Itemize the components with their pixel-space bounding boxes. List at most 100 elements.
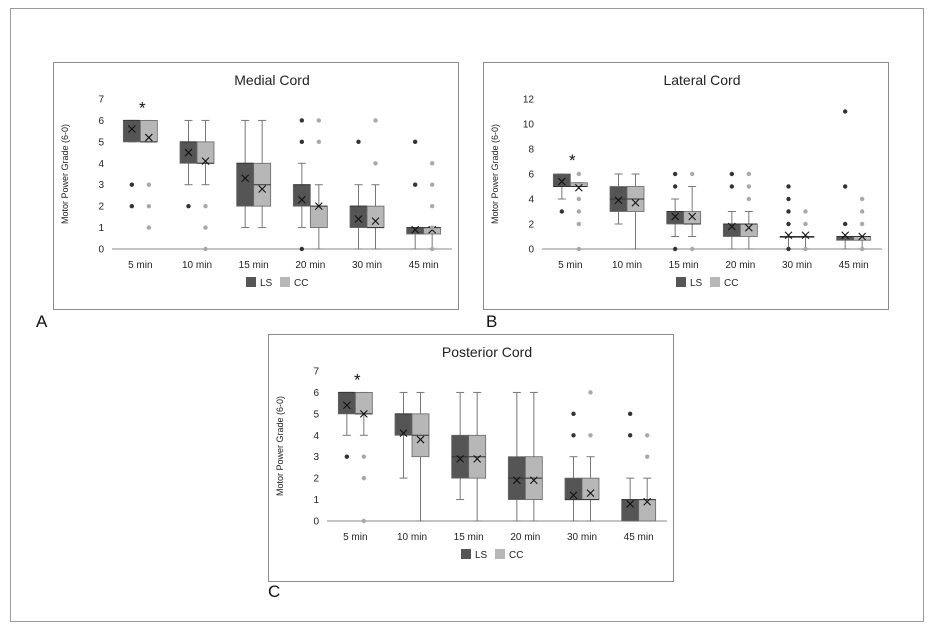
outlier-point	[672, 246, 678, 252]
mean-marker	[574, 183, 583, 192]
box-cc-30-min	[796, 209, 815, 252]
y-tick-label: 5	[313, 409, 319, 420]
outlier-point	[429, 161, 435, 166]
outlier-point	[644, 433, 650, 438]
outlier-point	[786, 184, 791, 189]
y-tick-label: 0	[98, 245, 104, 256]
x-tick-label: 45 min	[839, 260, 869, 271]
y-tick-label: 4	[313, 431, 319, 442]
box-ls-30-min	[349, 139, 368, 250]
x-tick-label: 20 min	[510, 532, 540, 543]
significance-marker: *	[569, 151, 576, 170]
mean-marker	[314, 202, 323, 211]
box-iqr	[836, 236, 855, 241]
mean-marker	[688, 212, 697, 221]
box-iqr	[139, 120, 158, 143]
box-cc-30-min	[581, 390, 600, 522]
mean-marker	[744, 223, 753, 232]
mean-marker	[671, 212, 680, 221]
outlier-point	[627, 411, 633, 417]
outlier-point	[412, 139, 418, 145]
box-ls-30-min	[564, 411, 583, 522]
outlier-point	[146, 182, 152, 187]
box-iqr	[552, 173, 571, 187]
box-iqr	[292, 184, 311, 207]
mean-marker	[529, 476, 538, 485]
box-ls-45-min	[406, 139, 425, 250]
outlier-point	[842, 184, 848, 189]
y-tick-label: 2	[528, 220, 534, 231]
outlier-point	[803, 209, 808, 214]
mean-marker	[557, 177, 566, 186]
outlier-point	[361, 475, 367, 481]
mean-marker	[201, 157, 210, 166]
outlier-point	[576, 171, 582, 177]
legend-label-ls: LS	[475, 550, 488, 561]
x-tick-label: 45 min	[409, 260, 439, 271]
outlier-point	[729, 171, 735, 177]
outlier-point	[203, 203, 208, 209]
mean-marker	[359, 409, 368, 418]
outlier-point	[146, 225, 152, 230]
box-cc-5-min	[354, 391, 373, 524]
outlier-point	[559, 209, 565, 214]
outlier-point	[842, 221, 848, 227]
outlier-point	[672, 184, 678, 189]
outlier-point	[146, 203, 152, 209]
x-tick-label: 30 min	[352, 260, 382, 271]
outlier-point	[361, 454, 367, 459]
box-ls-20-min	[722, 171, 741, 250]
x-tick-label: 45 min	[624, 532, 654, 543]
x-tick-label: 30 min	[782, 260, 812, 271]
y-axis-label: Motor Power Grade (6-0)	[60, 124, 70, 224]
legend-swatch-cc	[710, 277, 720, 287]
x-tick-label: 5 min	[558, 260, 582, 271]
mean-marker	[586, 489, 595, 498]
box-iqr	[236, 162, 255, 207]
outlier-point	[689, 171, 695, 177]
box-iqr	[564, 477, 583, 500]
y-tick-label: 3	[313, 452, 319, 463]
legend-swatch-ls	[246, 277, 256, 287]
outlier-point	[203, 225, 208, 230]
mean-marker	[614, 196, 623, 205]
box-ls-10-min	[179, 119, 198, 209]
outlier-point	[316, 139, 322, 145]
box-ls-15-min	[666, 171, 685, 252]
legend-swatch-ls	[461, 549, 471, 559]
posterior-cord-chart: Posterior Cord Motor Power Grade (6-0) 0 1 2…	[275, 344, 667, 561]
box-cc-45-min	[423, 161, 442, 252]
box-cc-30-min	[366, 118, 385, 250]
x-tick-label: 30 min	[567, 532, 597, 543]
box-cc-5-min	[569, 171, 588, 252]
mean-marker	[631, 198, 640, 207]
mean-marker	[784, 231, 793, 240]
box-cc-20-min	[309, 118, 328, 250]
outlier-point	[746, 196, 752, 202]
box-iqr	[122, 120, 141, 143]
outlier-point	[373, 161, 378, 166]
chart-title: Posterior Cord	[442, 344, 532, 360]
box-ls-45-min	[621, 411, 640, 522]
legend-label-cc: CC	[724, 278, 738, 289]
panel-letter-b: B	[486, 312, 498, 331]
mean-marker	[416, 435, 425, 444]
panel-letter-c: C	[268, 582, 281, 601]
chart-panel-posterior-cord: Posterior Cord Motor Power Grade (6-0) 0 1 2…	[268, 334, 674, 582]
mean-marker	[144, 133, 153, 142]
mean-marker	[297, 195, 306, 204]
box-iqr	[349, 205, 368, 228]
outlier-point	[571, 433, 576, 438]
mean-marker	[801, 231, 810, 240]
y-tick-label: 6	[528, 170, 534, 181]
box-ls-5-min	[337, 391, 356, 459]
y-tick-label: 6	[98, 116, 104, 127]
mean-marker	[626, 499, 635, 508]
outlier-point	[186, 203, 191, 209]
outlier-point	[803, 246, 808, 252]
mean-marker	[643, 497, 652, 506]
significance-marker: *	[139, 98, 146, 117]
significance-marker: *	[354, 370, 361, 389]
box-cc-5-min	[139, 119, 158, 230]
